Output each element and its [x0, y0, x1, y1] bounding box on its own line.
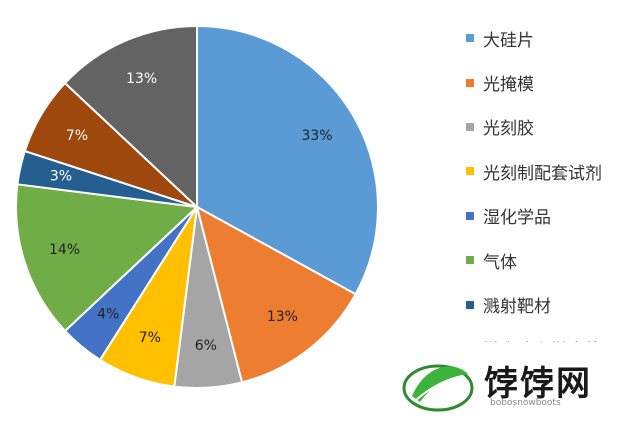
legend-swatch-2 [466, 122, 474, 131]
pie-labels: 33% 13% 6% 7% 4% 14% 3% 7% 13% [49, 71, 333, 354]
pie-slice-5 [15, 183, 200, 333]
data-label-6: 3% [50, 169, 72, 185]
watermark-subtext: bobosnowboots [490, 398, 561, 408]
legend-item-2: 光刻胶 [466, 105, 640, 149]
chart-legend: 大硅片光掩模光刻胶光刻制配套试剂湿化学品气体溅射靶材抛光液和抛光垫 [466, 16, 640, 342]
legend-label-4: 湿化学品 [483, 208, 551, 229]
legend-label-5: 气体 [483, 252, 517, 273]
pie-slice-0 [196, 24, 379, 296]
watermark: 饽饽网 bobosnowboots [398, 352, 638, 418]
legend-label-6: 溅射靶材 [483, 297, 551, 318]
legend-label-3: 光刻制配套试剂 [483, 163, 602, 184]
data-label-0: 33% [301, 128, 332, 144]
legend-item-1: 光掩模 [466, 60, 640, 104]
legend-swatch-0 [466, 34, 474, 43]
data-label-7: 7% [66, 128, 88, 144]
data-label-5: 14% [49, 242, 80, 258]
legend-label-1: 光掩模 [483, 75, 534, 96]
legend-item-6: 溅射靶材 [466, 282, 640, 326]
legend-label-0: 大硅片 [483, 30, 534, 51]
data-label-2: 6% [195, 338, 217, 354]
legend-swatch-1 [466, 78, 474, 87]
legend-swatch-4 [466, 211, 474, 220]
pie-slices [15, 24, 379, 389]
pie-slice-1 [195, 205, 357, 384]
data-label-4: 4% [97, 306, 119, 322]
data-label-3: 7% [139, 330, 161, 346]
data-label-1: 13% [267, 309, 298, 325]
watermark-text: 饽饽网 [484, 364, 592, 404]
leaf-logo-icon [402, 364, 474, 412]
legend-item-7: 抛光液和抛光垫 [466, 327, 640, 342]
pie-slice-8 [63, 24, 198, 210]
legend-item-3: 光刻制配套试剂 [466, 149, 640, 193]
legend-item-5: 气体 [466, 238, 640, 282]
legend-item-0: 大硅片 [466, 16, 640, 60]
legend-label-2: 光刻胶 [483, 119, 534, 140]
legend-label-7: 抛光液和抛光垫 [483, 336, 602, 342]
data-label-8: 13% [126, 71, 157, 87]
legend-swatch-3 [466, 167, 474, 176]
legend-item-4: 湿化学品 [466, 194, 640, 238]
legend-swatch-5 [466, 256, 474, 265]
legend-swatch-6 [466, 300, 474, 309]
